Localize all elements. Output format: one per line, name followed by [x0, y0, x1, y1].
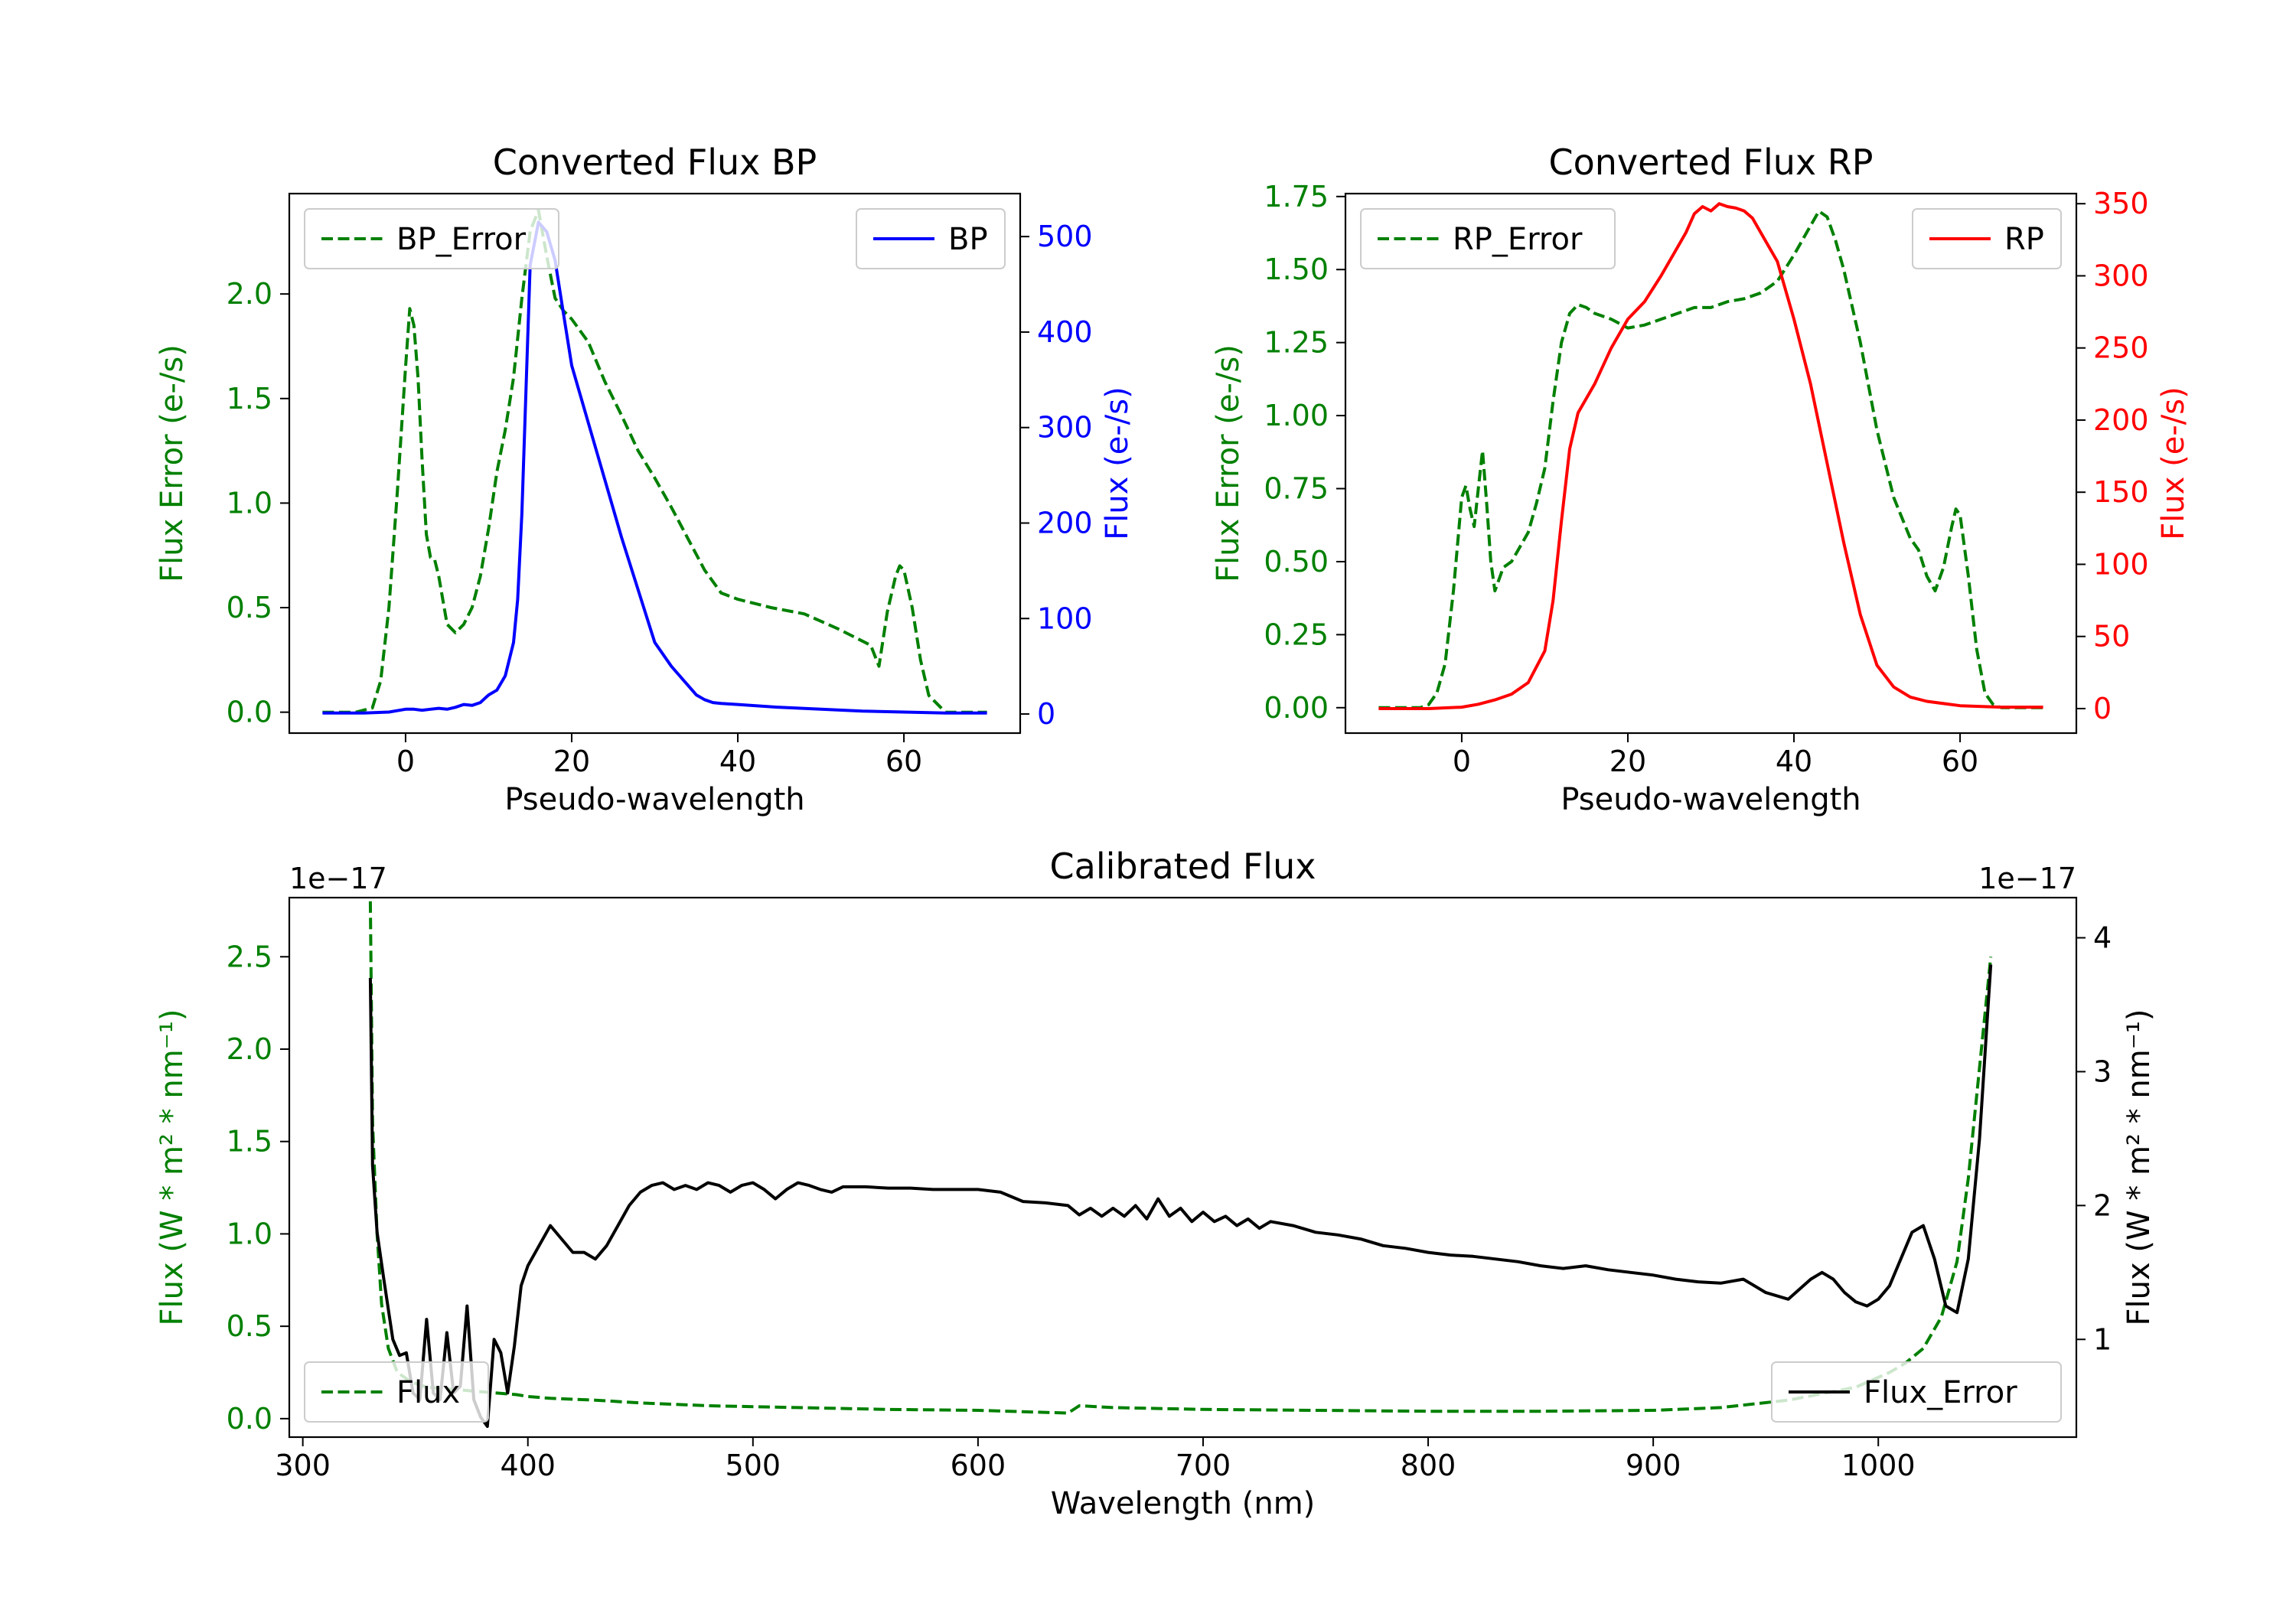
y-right-tick-label: 100	[1037, 601, 1093, 635]
y-right-tick-label: 400	[1037, 315, 1093, 349]
legend-box	[1771, 1361, 2062, 1423]
y-left-tick-label: 0.75	[1264, 472, 1329, 506]
y-right-tick-label: 1	[2093, 1322, 2112, 1356]
y-right-tick-label: 250	[2093, 331, 2149, 365]
series-line-rp-error	[1378, 209, 2043, 709]
legend-box	[1360, 208, 1616, 269]
x-axis-label: Pseudo-wavelength	[504, 782, 804, 817]
y-left-axis-label: Flux Error (e-/s)	[155, 344, 190, 582]
y-right-tick-label: 500	[1037, 220, 1093, 253]
y-right-tick-label: 150	[2093, 475, 2149, 509]
chart-title: Converted Flux RP	[1549, 142, 1874, 183]
y-left-tick-label: 1.75	[1264, 180, 1329, 214]
x-tick-label: 0	[396, 745, 415, 778]
axes-frame	[288, 192, 1022, 735]
y-left-axis-label: Flux Error (e-/s)	[1211, 344, 1246, 582]
y-left-tick-label: 1.00	[1264, 399, 1329, 432]
series-line-bp-error	[322, 208, 987, 714]
legend-label: RP_Error	[1453, 222, 1583, 257]
x-tick-label: 500	[726, 1449, 781, 1482]
y-left-tick-label: 1.5	[227, 1125, 272, 1159]
y-left-tick-label: 0.0	[227, 696, 272, 729]
y-left-tick-label: 0.5	[227, 591, 272, 624]
series-line-rp	[1378, 202, 2043, 710]
y-left-tick-label: 0.50	[1264, 545, 1329, 579]
y-right-tick-label: 300	[1037, 411, 1093, 445]
y-left-tick-label: 1.0	[227, 1217, 272, 1250]
x-tick-label: 0	[1453, 745, 1471, 778]
x-tick-label: 800	[1401, 1449, 1456, 1482]
y-right-tick-label: 300	[2093, 259, 2149, 292]
y-left-tick-label: 1.25	[1264, 326, 1329, 360]
legend-label: RP	[2004, 222, 2044, 257]
x-tick-label: 900	[1626, 1449, 1681, 1482]
x-tick-label: 60	[885, 745, 922, 778]
series-line-flux	[368, 964, 1993, 1428]
y-right-tick-label: 4	[2093, 921, 2112, 954]
y-right-tick-label: 2	[2093, 1188, 2112, 1222]
panel-cal: 300 400 500 600 700 800 900 1000 Wavelength (nm)…	[155, 846, 2157, 1521]
y-right-tick-label: 50	[2093, 620, 2130, 654]
legend-rp-error: RP_Error	[1360, 208, 1616, 269]
y-left-tick-label: 2.0	[227, 1032, 272, 1066]
panels: 0 20 40 60Pseudo-wavelength0.00.51.01.52.00…	[155, 142, 2191, 1521]
legend-box	[304, 1361, 489, 1423]
y-right-tick-label: 200	[1037, 506, 1093, 539]
x-tick-label: 1000	[1841, 1449, 1916, 1482]
y-right-tick-label: 3	[2093, 1054, 2112, 1088]
x-tick-label: 40	[719, 745, 756, 778]
y-right-offset-text: 1e−17	[1978, 862, 2076, 895]
legend-flux: Flux_Error	[1771, 1361, 2062, 1423]
chart-title: Calibrated Flux	[1050, 846, 1316, 887]
y-right-axis-label: Flux (W * m² * nm⁻¹)	[2122, 1009, 2157, 1326]
x-axis-label: Wavelength (nm)	[1051, 1486, 1316, 1521]
legend-label: BP_Error	[396, 222, 527, 257]
y-left-tick-label: 0.5	[227, 1309, 272, 1343]
panel-rp: 0 20 40 60 Pseudo-wavelength 0.00 0.25 0.50 0.75…	[1211, 142, 2191, 817]
legend-box	[304, 208, 559, 269]
y-right-tick-label: 350	[2093, 187, 2149, 220]
x-tick-label: 700	[1176, 1449, 1231, 1482]
legend-label: Flux	[396, 1375, 460, 1410]
y-left-tick-label: 0.00	[1264, 691, 1329, 725]
x-tick-label: 400	[500, 1449, 556, 1482]
x-tick-label: 60	[1942, 745, 1978, 778]
x-tick-label: 40	[1776, 745, 1812, 778]
y-left-tick-label: 1.0	[227, 486, 272, 520]
y-right-tick-label: 0	[1037, 697, 1055, 731]
legend-label: BP	[948, 222, 988, 257]
y-left-tick-label: 2.0	[227, 277, 272, 311]
y-left-tick-label: 2.5	[227, 940, 272, 973]
y-right-tick-label: 200	[2093, 403, 2149, 437]
y-right-axis-label: Flux (e-/s)	[2156, 386, 2191, 539]
y-right-axis-label: Flux (e-/s)	[1100, 386, 1135, 539]
legend-label: Flux_Error	[1864, 1375, 2017, 1410]
y-left-tick-label: 1.5	[227, 382, 272, 416]
y-left-axis-label: Flux (W * m² * nm⁻¹)	[155, 1009, 190, 1326]
x-tick-label: 20	[1609, 745, 1646, 778]
y-left-tick-label: 0.25	[1264, 618, 1329, 651]
legend-flux-error: Flux	[304, 1361, 489, 1423]
axes-frame	[1344, 192, 2078, 735]
y-left-tick-label: 0.0	[227, 1402, 272, 1436]
y-left-offset-text: 1e−17	[289, 862, 387, 895]
y-right-tick-label: 100	[2093, 547, 2149, 581]
y-left-tick-label: 1.50	[1264, 253, 1329, 286]
x-axis-label: Pseudo-wavelength	[1561, 782, 1861, 817]
panel-bp: 0 20 40 60 Pseudo-wavelength 0.0 0.5 1.0 1.5 2.0 0…	[155, 142, 1135, 817]
x-tick-label: 20	[553, 745, 590, 778]
x-tick-label: 600	[951, 1449, 1006, 1482]
x-tick-label: 300	[275, 1449, 331, 1482]
legend-bp-error: BP_Error	[304, 208, 559, 269]
legend-bp: BP	[856, 208, 1006, 269]
chart-title: Converted Flux BP	[493, 142, 817, 183]
legend-rp: RP	[1912, 208, 2062, 269]
y-right-tick-label: 0	[2093, 692, 2112, 725]
axes-frame	[288, 896, 2078, 1439]
